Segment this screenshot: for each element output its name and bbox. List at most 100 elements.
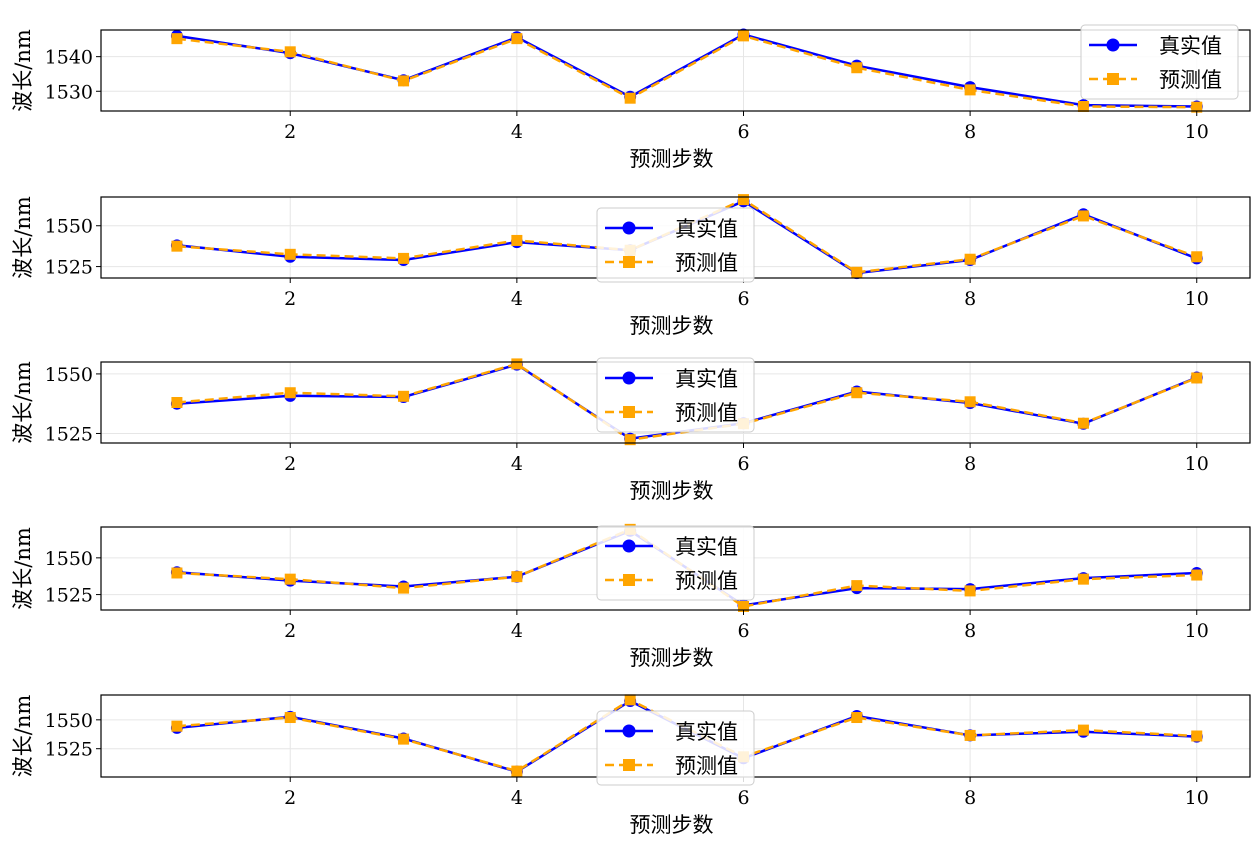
data-point bbox=[1077, 724, 1089, 736]
x-tick-label: 6 bbox=[737, 288, 749, 310]
legend-label: 真实值 bbox=[675, 367, 738, 391]
x-tick-label: 4 bbox=[511, 453, 523, 475]
legend-box bbox=[1080, 24, 1239, 100]
legend-label: 预测值 bbox=[675, 401, 738, 425]
data-point bbox=[284, 712, 296, 724]
data-point bbox=[964, 729, 976, 741]
data-point bbox=[1077, 210, 1089, 222]
x-tick-label: 8 bbox=[964, 121, 976, 143]
y-tick-label: 1550 bbox=[45, 364, 93, 386]
data-point bbox=[1191, 569, 1203, 581]
data-point bbox=[737, 194, 749, 206]
data-point bbox=[511, 571, 523, 583]
data-point bbox=[851, 712, 863, 724]
data-point bbox=[851, 387, 863, 399]
legend-label: 真实值 bbox=[675, 720, 738, 744]
y-tick-label: 1530 bbox=[45, 81, 93, 103]
x-tick-label: 4 bbox=[511, 288, 523, 310]
series-line-actual bbox=[176, 33, 1197, 108]
x-tick-label: 4 bbox=[511, 121, 523, 143]
y-axis-label: 波长/nm bbox=[11, 527, 35, 610]
legend-marker bbox=[622, 371, 636, 385]
x-axis-label: 预测步数 bbox=[630, 646, 714, 670]
data-point bbox=[284, 248, 296, 260]
y-axis-label: 波长/nm bbox=[11, 29, 35, 112]
x-tick-label: 2 bbox=[284, 787, 296, 809]
legend-label: 真实值 bbox=[675, 217, 738, 241]
y-tick-label: 1550 bbox=[45, 710, 93, 732]
data-point bbox=[1191, 730, 1203, 742]
x-axis-label: 预测步数 bbox=[630, 147, 714, 171]
x-tick-label: 10 bbox=[1185, 121, 1209, 143]
series-line-predicted bbox=[176, 34, 1197, 109]
x-tick-label: 2 bbox=[284, 620, 296, 642]
data-point bbox=[1077, 573, 1089, 585]
legend-label: 预测值 bbox=[675, 251, 738, 275]
legend-label: 真实值 bbox=[675, 535, 738, 559]
legend-marker bbox=[622, 539, 636, 553]
legend-marker bbox=[623, 574, 635, 586]
legend-marker bbox=[1106, 38, 1120, 52]
series-line-predicted bbox=[176, 698, 1197, 773]
data-point bbox=[964, 585, 976, 597]
data-point bbox=[511, 234, 523, 246]
x-tick-label: 4 bbox=[511, 787, 523, 809]
y-tick-label: 1540 bbox=[45, 47, 93, 69]
data-point bbox=[511, 765, 523, 777]
data-point bbox=[398, 75, 410, 87]
legend-box bbox=[596, 525, 755, 601]
data-point bbox=[624, 92, 636, 104]
data-point bbox=[624, 434, 636, 446]
x-tick-label: 10 bbox=[1185, 288, 1209, 310]
legend-label: 预测值 bbox=[675, 569, 738, 593]
y-tick-label: 1550 bbox=[45, 548, 93, 570]
data-point bbox=[964, 253, 976, 265]
x-tick-label: 6 bbox=[737, 620, 749, 642]
data-point bbox=[171, 33, 183, 45]
legend-marker bbox=[623, 256, 635, 268]
legend-marker bbox=[1107, 73, 1119, 85]
y-tick-label: 1550 bbox=[45, 216, 93, 238]
data-point bbox=[284, 573, 296, 585]
legend-label: 真实值 bbox=[1159, 34, 1222, 58]
data-point bbox=[1191, 101, 1203, 113]
legend-box bbox=[596, 207, 755, 283]
data-point bbox=[964, 84, 976, 96]
axes-frame bbox=[100, 29, 1251, 112]
data-point bbox=[1077, 417, 1089, 429]
data-point bbox=[851, 266, 863, 278]
data-point bbox=[171, 240, 183, 252]
series-line-predicted bbox=[176, 198, 1198, 274]
x-tick-label: 10 bbox=[1185, 787, 1209, 809]
data-point bbox=[737, 30, 749, 42]
x-tick-label: 10 bbox=[1185, 620, 1209, 642]
data-point bbox=[1191, 372, 1203, 384]
data-point bbox=[284, 387, 296, 399]
x-axis-label: 预测步数 bbox=[630, 813, 714, 837]
x-axis-label: 预测步数 bbox=[630, 479, 714, 503]
data-point bbox=[851, 580, 863, 592]
data-point bbox=[398, 733, 410, 745]
x-tick-label: 2 bbox=[284, 121, 296, 143]
x-tick-label: 2 bbox=[284, 453, 296, 475]
x-tick-label: 4 bbox=[511, 620, 523, 642]
legend-box bbox=[596, 357, 755, 433]
x-tick-label: 6 bbox=[737, 787, 749, 809]
legend-marker bbox=[622, 221, 636, 235]
x-tick-label: 8 bbox=[964, 620, 976, 642]
data-point bbox=[398, 390, 410, 402]
x-tick-label: 6 bbox=[737, 453, 749, 475]
y-tick-label: 1525 bbox=[45, 257, 93, 279]
legend-label: 预测值 bbox=[1159, 68, 1222, 92]
x-tick-label: 6 bbox=[737, 121, 749, 143]
legend-label: 预测值 bbox=[675, 754, 738, 778]
y-tick-label: 1525 bbox=[45, 739, 93, 761]
